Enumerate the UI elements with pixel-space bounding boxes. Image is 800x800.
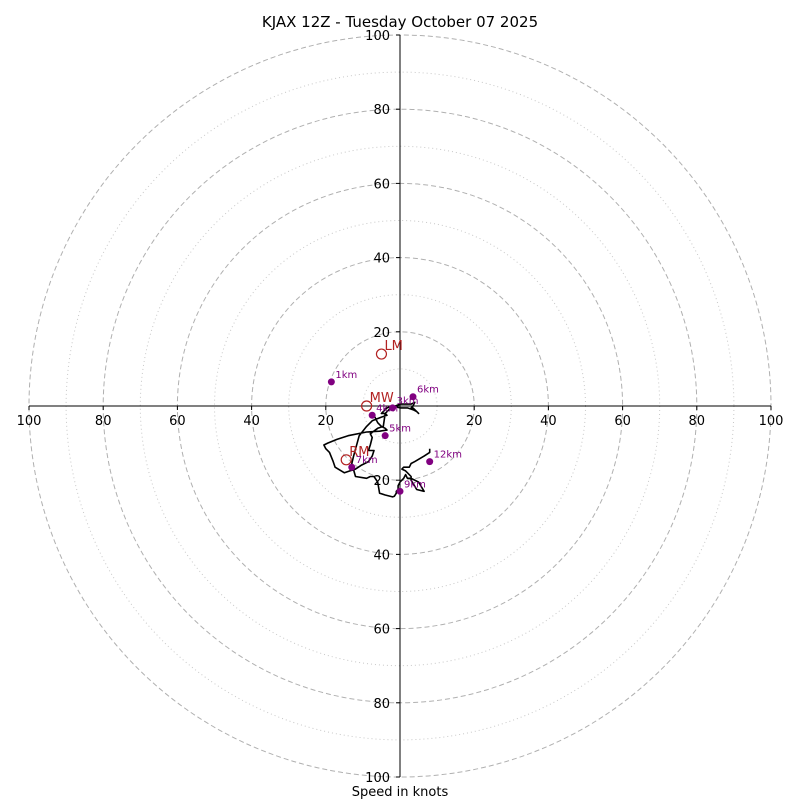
x-tick-label: 40: [243, 414, 260, 429]
motion-label-lm: LM: [384, 339, 402, 354]
height-label-5km: 5km: [389, 424, 411, 435]
x-axis-label: Speed in knots: [352, 785, 449, 800]
height-label-3km: 3km: [397, 396, 419, 407]
y-tick-label: 100: [365, 771, 390, 786]
y-tick-label: 40: [373, 252, 390, 267]
x-tick-labels: 100 80 60 40 20 20 40 60 80 100: [17, 406, 784, 429]
height-label-12km: 12km: [434, 450, 462, 461]
x-tick-label: 20: [318, 414, 335, 429]
x-tick-label: 100: [759, 414, 784, 429]
x-tick-label: 60: [169, 414, 186, 429]
axes: [29, 35, 771, 777]
y-tick-label: 80: [373, 697, 390, 712]
height-label-4km: 4km: [376, 403, 398, 414]
motion-marker-mw: [361, 400, 373, 412]
motion-label-rm: RM: [349, 445, 369, 460]
y-tick-label: 20: [373, 326, 390, 341]
height-marker-6km: [409, 393, 417, 401]
height-marker-12km: [426, 458, 434, 466]
y-tick-label: 60: [373, 623, 390, 638]
height-label-6km: 6km: [417, 385, 439, 396]
height-marker-3km: [389, 404, 397, 412]
height-marker-4km: [368, 411, 376, 419]
chart-title: KJAX 12Z - Tuesday October 07 2025: [262, 13, 538, 31]
y-tick-label: 60: [373, 177, 390, 192]
height-label-7km: 7km: [356, 455, 378, 466]
storm-motion-markers: LM MW RM: [340, 339, 403, 466]
motion-marker-lm: [375, 348, 388, 360]
x-tick-label: 80: [95, 414, 112, 429]
height-label-1km: 1km: [335, 370, 357, 381]
y-tick-label: 20: [373, 474, 390, 489]
height-marker-9km: [396, 487, 404, 495]
x-tick-label: 100: [17, 414, 42, 429]
y-tick-label: 40: [373, 548, 390, 563]
y-tick-label: 100: [365, 29, 390, 44]
y-tick-labels: 100 80 60 40 20 20 40 60 80 100: [365, 29, 400, 786]
height-label-9km: 9km: [404, 479, 426, 490]
x-tick-label: 60: [614, 414, 631, 429]
x-tick-label: 40: [540, 414, 557, 429]
motion-label-mw: MW: [370, 391, 394, 406]
y-tick-label: 80: [373, 103, 390, 118]
height-marker-1km: [327, 378, 335, 386]
x-tick-label: 20: [466, 414, 483, 429]
motion-marker-rm: [340, 454, 352, 466]
height-marker-5km: [381, 432, 389, 440]
x-tick-label: 80: [689, 414, 706, 429]
height-marker-7km: [348, 463, 356, 471]
